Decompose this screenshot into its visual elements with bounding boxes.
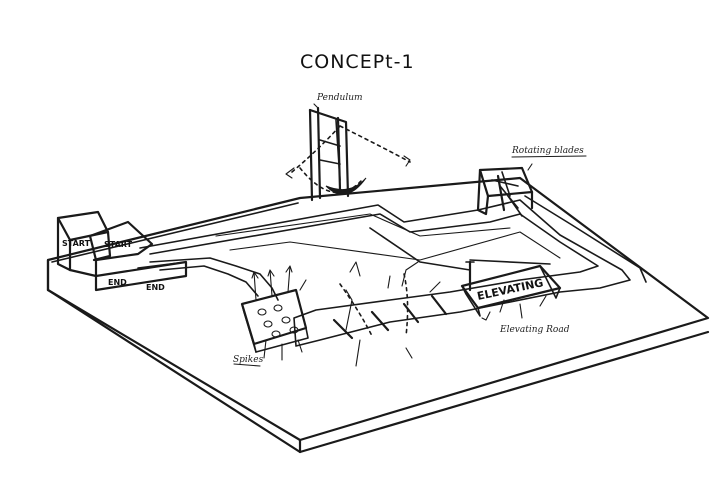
start-end-blocks: START START END END bbox=[56, 210, 188, 292]
rotating-blades-label: Rotating blades bbox=[511, 146, 584, 156]
elevating-road: ELEVATING Elevating Road bbox=[460, 259, 570, 335]
spikes-area: Spikes bbox=[233, 265, 309, 367]
start-label-2: START bbox=[104, 240, 133, 249]
page-title: CONCEPt-1 bbox=[300, 51, 415, 73]
slide-bars bbox=[332, 261, 448, 367]
base-platform bbox=[46, 176, 710, 454]
pendulum-label: Pendulum bbox=[316, 93, 363, 103]
end-label-2: END bbox=[146, 283, 165, 292]
end-label-1: END bbox=[108, 278, 127, 287]
pendulum: Pendulum bbox=[285, 93, 411, 202]
elevating-road-label: Elevating Road bbox=[499, 325, 570, 335]
start-label-1: START bbox=[62, 239, 91, 248]
rotating-blades: Rotating blades bbox=[476, 146, 587, 217]
spikes-label: Spikes bbox=[233, 355, 264, 365]
track bbox=[139, 195, 647, 347]
